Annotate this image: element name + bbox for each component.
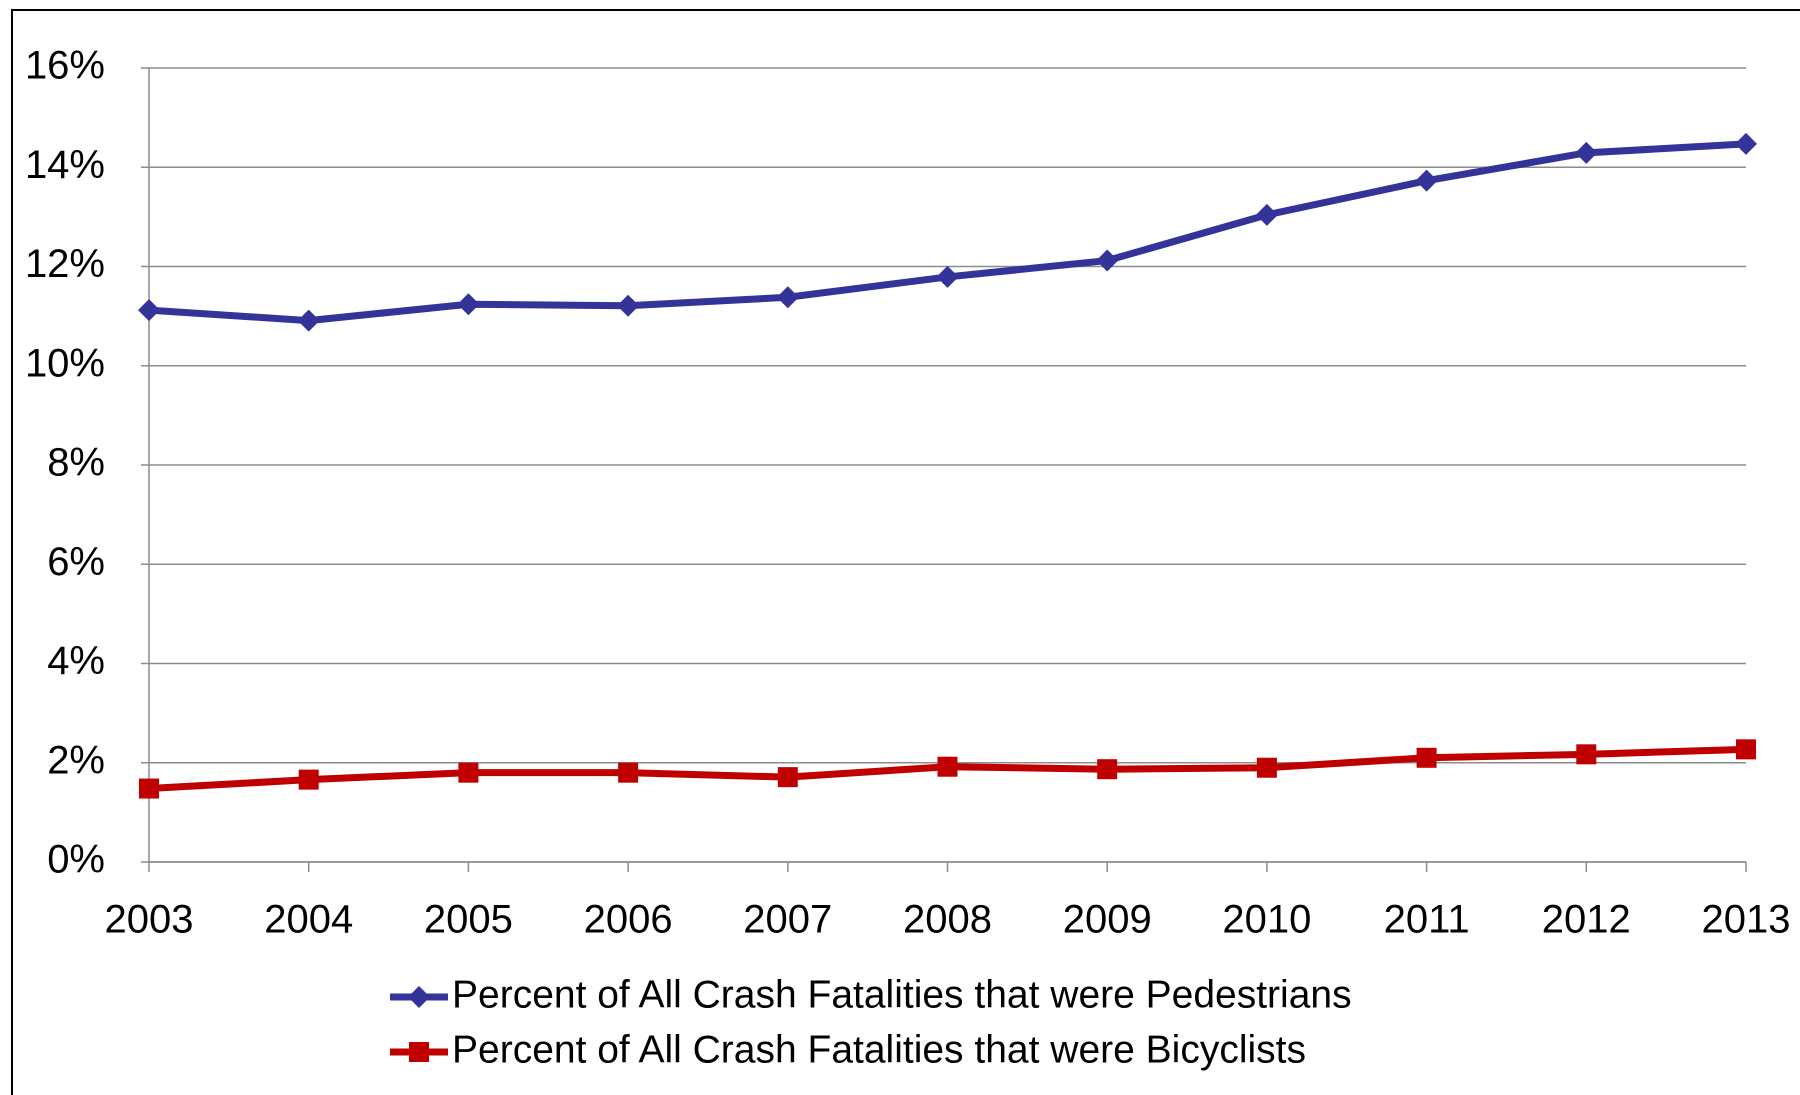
marker <box>458 762 479 783</box>
marker <box>1415 169 1438 192</box>
marker <box>936 265 959 288</box>
chart-frame <box>11 9 1800 1095</box>
y-tick-label: 8% <box>47 441 105 485</box>
x-tick-label: 2009 <box>1063 898 1152 942</box>
marker <box>617 294 640 317</box>
marker <box>297 309 320 332</box>
marker <box>138 299 160 322</box>
x-tick-label: 2003 <box>105 898 194 942</box>
x-tick-label: 2011 <box>1384 898 1470 942</box>
y-tick-label: 2% <box>47 738 105 782</box>
marker <box>408 986 430 1008</box>
marker <box>457 293 480 316</box>
marker <box>409 1042 429 1062</box>
y-tick-label: 6% <box>47 540 105 584</box>
y-tick-label: 16% <box>25 44 105 88</box>
marker <box>776 286 799 309</box>
x-tick-label: 2012 <box>1542 898 1631 942</box>
x-tick-label: 2007 <box>743 898 832 942</box>
legend-label: Percent of All Crash Fatalities that wer… <box>452 973 1352 1016</box>
x-tick-label: 2006 <box>584 898 673 942</box>
series-line <box>148 140 1747 325</box>
x-tick-label: 2005 <box>424 898 513 942</box>
marker <box>777 767 798 788</box>
marker <box>1576 744 1597 765</box>
x-tick-label: 2004 <box>264 898 353 942</box>
y-tick-label: 4% <box>47 639 105 683</box>
legend-label: Percent of All Crash Fatalities that wer… <box>452 1028 1306 1071</box>
y-tick-label: 14% <box>25 143 105 187</box>
marker <box>1416 747 1437 768</box>
marker <box>1255 203 1278 226</box>
marker <box>1736 739 1756 760</box>
marker <box>937 756 958 777</box>
x-tick-label: 2008 <box>903 898 992 942</box>
y-tick-label: 0% <box>47 838 105 882</box>
y-tick-label: 10% <box>25 341 105 385</box>
marker <box>1735 132 1757 155</box>
marker <box>1575 141 1598 164</box>
marker <box>298 769 319 790</box>
marker <box>618 762 639 783</box>
marker <box>1097 759 1118 780</box>
marker <box>1256 757 1277 778</box>
x-tick-label: 2010 <box>1222 898 1311 942</box>
y-tick-label: 12% <box>25 242 105 286</box>
x-tick-label: 2013 <box>1702 898 1791 942</box>
marker <box>1096 249 1119 272</box>
marker <box>139 778 159 799</box>
